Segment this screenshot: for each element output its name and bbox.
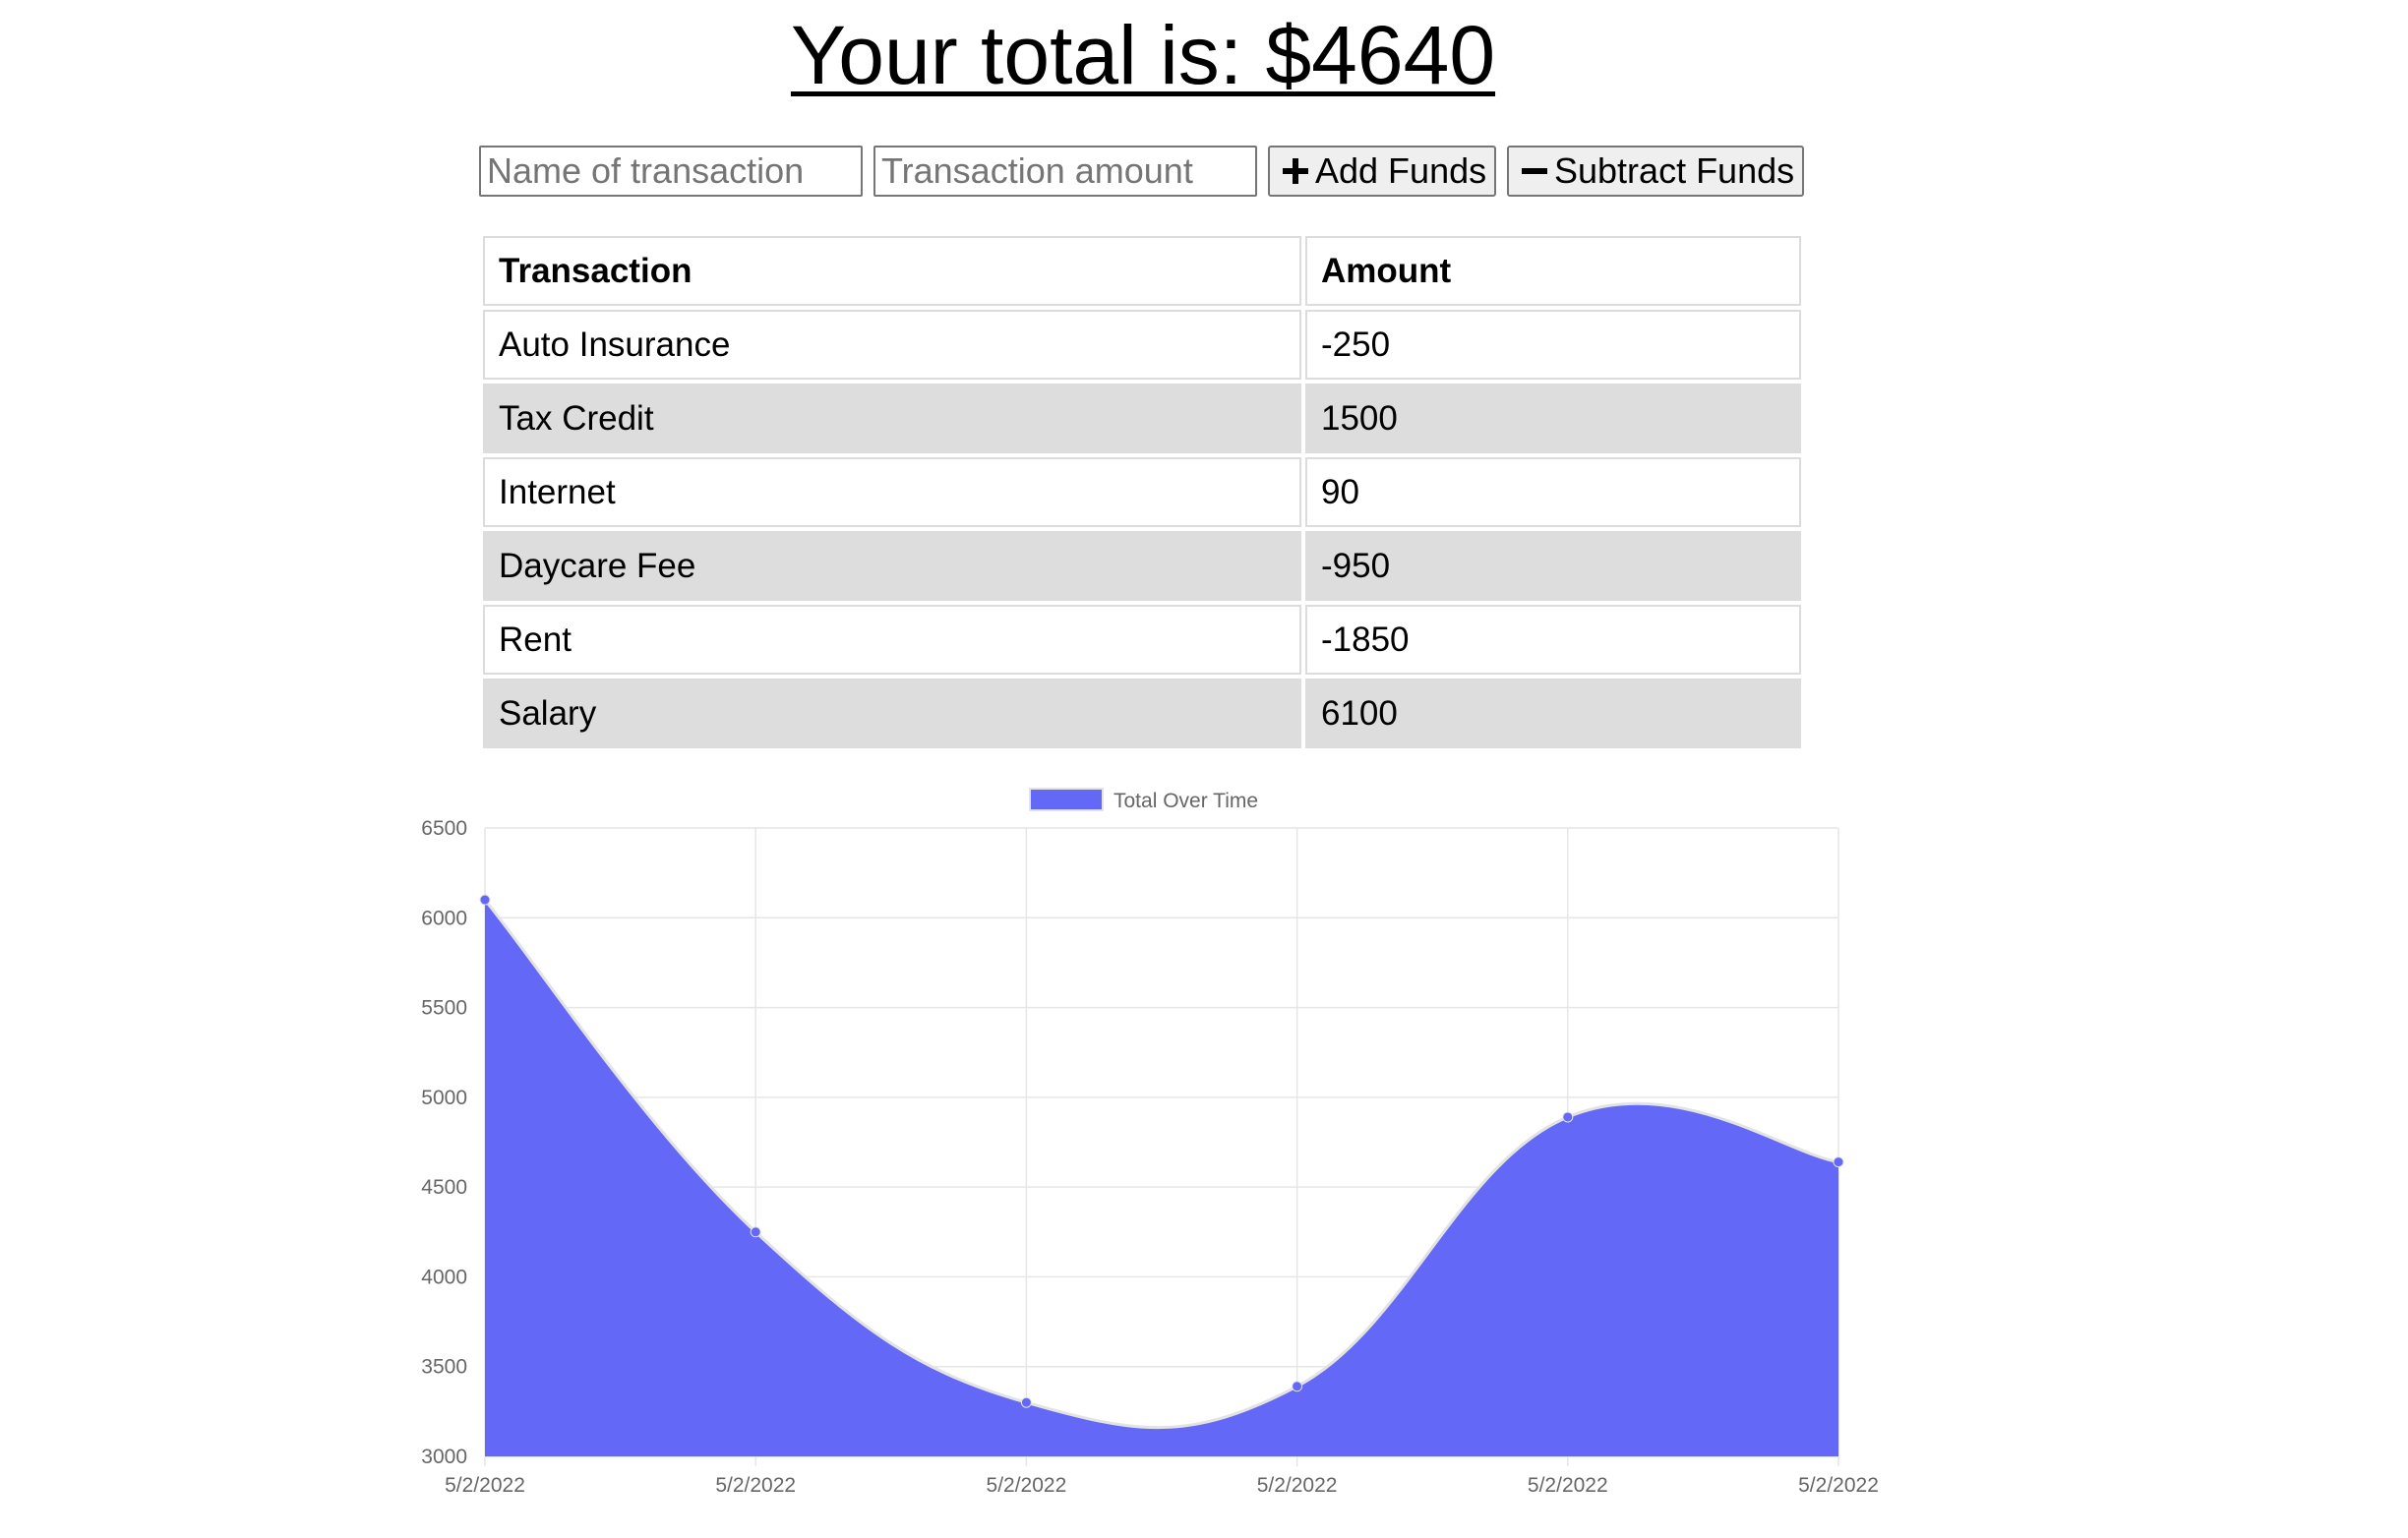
x-tick-label: 5/2/2022 (987, 1474, 1067, 1497)
transaction-name-cell: Salary (483, 679, 1301, 748)
data-point (1562, 1111, 1574, 1123)
plus-icon (1282, 156, 1309, 186)
transaction-name-cell: Internet (483, 457, 1301, 527)
series-area (485, 900, 1838, 1456)
data-point (1833, 1156, 1844, 1168)
add-funds-label: Add Funds (1315, 150, 1487, 191)
data-point (479, 894, 491, 906)
x-tick-label: 5/2/2022 (445, 1474, 525, 1497)
transactions-table: Transaction Amount Auto Insurance -250 T… (479, 232, 1805, 752)
table-row: Auto Insurance -250 (483, 310, 1801, 380)
transaction-name-cell: Tax Credit (483, 384, 1301, 453)
x-tick-label: 5/2/2022 (715, 1474, 796, 1497)
table-row: Salary 6100 (483, 679, 1801, 748)
transaction-name-cell: Rent (483, 605, 1301, 675)
transaction-amount-cell: -950 (1305, 531, 1801, 601)
series-line (483, 899, 1839, 1430)
data-point (750, 1226, 761, 1238)
transaction-form: Add Funds Subtract Funds (479, 146, 1804, 197)
transaction-amount-input[interactable] (873, 146, 1257, 197)
table-header-row: Transaction Amount (483, 236, 1801, 306)
y-tick-label: 3500 (421, 1356, 467, 1379)
transaction-amount-cell: -1850 (1305, 605, 1801, 675)
transaction-amount-cell: 1500 (1305, 384, 1801, 453)
minus-icon (1521, 156, 1548, 186)
y-tick-label: 3000 (421, 1446, 467, 1468)
data-point (1292, 1381, 1303, 1392)
table-row: Rent -1850 (483, 605, 1801, 675)
total-over-time-chart: 3000 3500 4000 4500 5000 5500 6000 6500 5/2/2022… (0, 767, 2408, 1514)
y-tick-label: 4000 (421, 1266, 467, 1288)
y-tick-label: 6500 (421, 817, 467, 840)
transaction-amount-cell: 6100 (1305, 679, 1801, 748)
x-tick-label: 5/2/2022 (1257, 1474, 1338, 1497)
table-row: Daycare Fee -950 (483, 531, 1801, 601)
subtract-funds-button[interactable]: Subtract Funds (1507, 146, 1804, 197)
y-tick-label: 4500 (421, 1176, 467, 1199)
header-transaction: Transaction (483, 236, 1301, 306)
transaction-amount-cell: -250 (1305, 310, 1801, 380)
y-tick-label: 6000 (421, 907, 467, 929)
y-tick-label: 5000 (421, 1087, 467, 1109)
x-tick-label: 5/2/2022 (1798, 1474, 1879, 1497)
legend-swatch (1029, 788, 1104, 811)
add-funds-button[interactable]: Add Funds (1268, 146, 1496, 197)
chart-canvas: 3000 3500 4000 4500 5000 5500 6000 6500 5/2/2022… (421, 788, 1879, 1497)
transaction-name-cell: Auto Insurance (483, 310, 1301, 380)
table-row: Internet 90 (483, 457, 1801, 527)
data-point (1020, 1396, 1032, 1408)
y-tick-label: 5500 (421, 997, 467, 1020)
transaction-name-input[interactable] (479, 146, 863, 197)
x-tick-label: 5/2/2022 (1528, 1474, 1608, 1497)
legend-label: Total Over Time (1114, 790, 1258, 812)
subtract-funds-label: Subtract Funds (1554, 150, 1795, 191)
transaction-name-cell: Daycare Fee (483, 531, 1301, 601)
table-row: Tax Credit 1500 (483, 384, 1801, 453)
total-heading: Your total is: $4640 (790, 9, 1496, 101)
header-amount: Amount (1305, 236, 1801, 306)
transaction-amount-cell: 90 (1305, 457, 1801, 527)
